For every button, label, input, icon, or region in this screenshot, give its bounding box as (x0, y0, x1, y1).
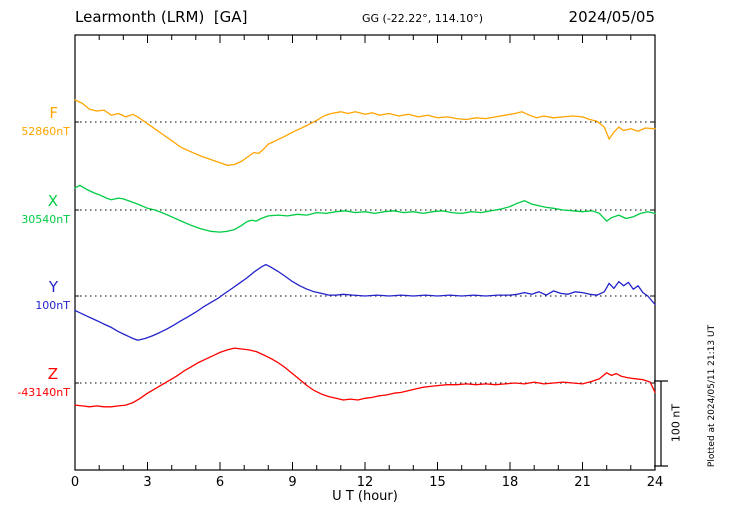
scale-bar-label: 100 nT (669, 403, 683, 443)
trace-base-value-Y: 100nT (35, 299, 70, 312)
plot-frame (74, 34, 656, 471)
trace-letter-Z: Z (47, 365, 58, 383)
x-tick-label: 3 (143, 475, 152, 490)
x-axis-label: U T (hour) (332, 489, 398, 504)
trace-base-value-Z: -43140nT (17, 386, 70, 399)
x-tick-label: 15 (429, 475, 446, 490)
trace-letter-X: X (47, 192, 58, 210)
x-tick-label: 18 (501, 475, 519, 490)
station-title: Learmonth (LRM) [GA] (75, 8, 248, 26)
trace-base-value-F: 52860nT (21, 125, 70, 138)
x-tick-label: 0 (70, 475, 80, 490)
trace-F (74, 99, 656, 166)
trace-letter-F: F (49, 104, 58, 122)
trace-Z (74, 347, 656, 408)
plot-date: 2024/05/05 (568, 8, 655, 26)
plotted-at-note: Plotted at 2024/05/11 21:13 UT (707, 324, 717, 468)
trace-Y (74, 263, 656, 341)
x-tick-label: 9 (288, 475, 297, 490)
x-tick-label: 12 (356, 475, 374, 490)
trace-base-value-X: 30540nT (21, 213, 70, 226)
x-tick-label: 24 (646, 475, 664, 490)
trace-letter-Y: Y (48, 278, 58, 296)
geo-coords: GG (-22.22°, 114.10°) (362, 12, 484, 25)
x-tick-label: 6 (215, 475, 225, 490)
trace-X (74, 184, 656, 233)
x-tick-label: 21 (574, 475, 591, 490)
